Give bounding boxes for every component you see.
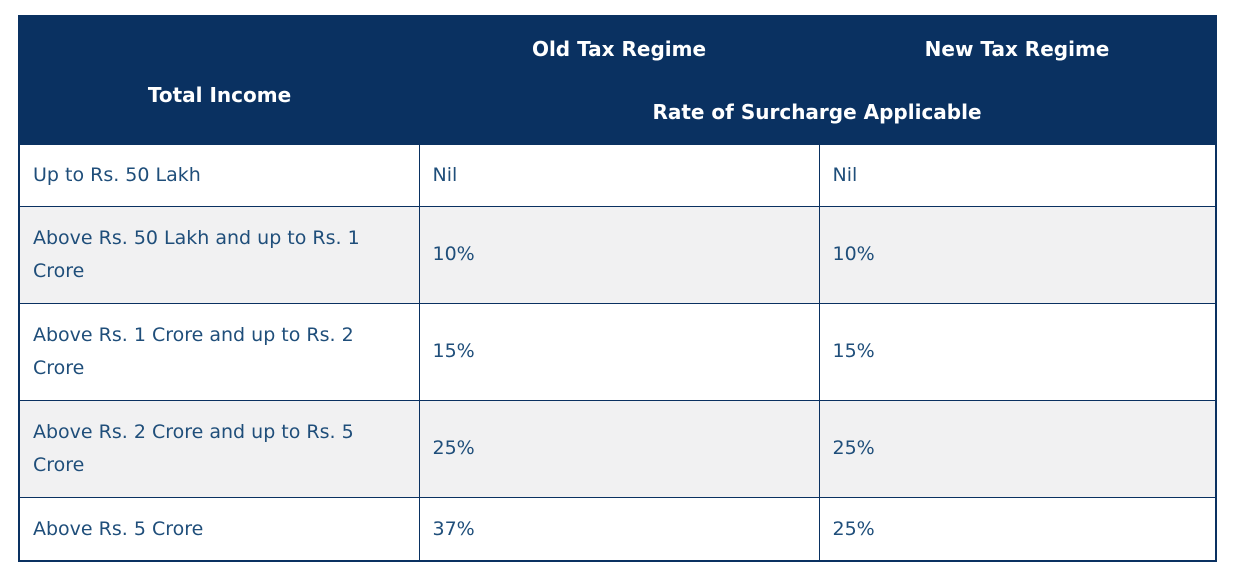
- cell-old-rate: 25%: [418, 399, 820, 498]
- table-row: Up to Rs. 50 Lakh Nil Nil: [18, 143, 1217, 207]
- header-new-tax-regime: New Tax Regime: [819, 16, 1216, 81]
- cell-new-rate: 25%: [818, 496, 1217, 562]
- header-row-regimes: Total Income Old Tax Regime New Tax Regi…: [19, 16, 1216, 144]
- surcharge-table-container: Total Income Old Tax Regime New Tax Regi…: [18, 15, 1217, 562]
- cell-new-rate: Nil: [818, 143, 1217, 207]
- cell-income: Above Rs. 50 Lakh and up to Rs. 1 Crore: [18, 205, 420, 304]
- cell-new-rate: 15%: [818, 302, 1217, 401]
- cell-old-rate: 37%: [418, 496, 820, 562]
- cell-income: Above Rs. 5 Crore: [18, 496, 420, 562]
- cell-income: Up to Rs. 50 Lakh: [18, 143, 420, 207]
- header-old-tax-regime: Old Tax Regime: [419, 16, 819, 81]
- cell-income: Above Rs. 2 Crore and up to Rs. 5 Crore: [18, 399, 420, 498]
- surcharge-rate-table: Total Income Old Tax Regime New Tax Regi…: [18, 15, 1217, 562]
- table-row: Above Rs. 1 Crore and up to Rs. 2 Crore …: [18, 302, 1217, 401]
- cell-old-rate: 15%: [418, 302, 820, 401]
- header-rate-of-surcharge: Rate of Surcharge Applicable: [419, 81, 1216, 144]
- table-header: Total Income Old Tax Regime New Tax Regi…: [19, 16, 1216, 144]
- table-row: Above Rs. 5 Crore 37% 25%: [18, 496, 1217, 562]
- cell-income: Above Rs. 1 Crore and up to Rs. 2 Crore: [18, 302, 420, 401]
- cell-old-rate: 10%: [418, 205, 820, 304]
- table-body: Up to Rs. 50 Lakh Nil Nil Above Rs. 50 L…: [18, 143, 1217, 562]
- header-total-income: Total Income: [19, 16, 419, 144]
- cell-new-rate: 10%: [818, 205, 1217, 304]
- header-row-surcharge: Rate of Surcharge Applicable: [19, 81, 1216, 144]
- table-row: Above Rs. 50 Lakh and up to Rs. 1 Crore …: [18, 205, 1217, 304]
- cell-new-rate: 25%: [818, 399, 1217, 498]
- table-row: Above Rs. 2 Crore and up to Rs. 5 Crore …: [18, 399, 1217, 498]
- cell-old-rate: Nil: [418, 143, 820, 207]
